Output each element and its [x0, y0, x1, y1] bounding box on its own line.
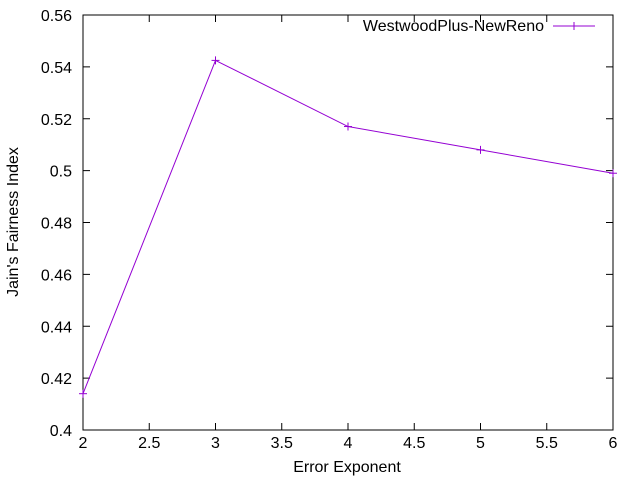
- x-tick-label: 2.5: [138, 435, 160, 452]
- data-point: [211, 56, 220, 65]
- y-axis-label: Jain's Fairness Index: [5, 147, 22, 297]
- y-tick-label: 0.52: [41, 112, 72, 129]
- x-tick-label: 2: [79, 435, 88, 452]
- y-tick-label: 0.54: [41, 60, 72, 77]
- y-tick-label: 0.44: [41, 319, 72, 336]
- series: [79, 56, 617, 398]
- legend: WestwoodPlus-NewReno: [363, 18, 595, 35]
- x-tick-label: 6: [609, 435, 618, 452]
- x-tick-label: 4: [344, 435, 353, 452]
- x-tick-label: 5: [476, 435, 485, 452]
- x-tick-label: 5.5: [536, 435, 558, 452]
- y-tick-label: 0.4: [50, 423, 72, 440]
- y-tick-label: 0.5: [50, 164, 72, 181]
- plot-frame: [82, 14, 614, 431]
- axes: [82, 14, 614, 431]
- data-point: [79, 389, 87, 398]
- x-axis-label: Error Exponent: [293, 459, 401, 476]
- series-line: [82, 59, 614, 394]
- data-point: [344, 122, 352, 131]
- x-tick-label: 3: [211, 435, 220, 452]
- data-point: [476, 145, 485, 154]
- y-tick-label: 0.48: [41, 216, 72, 233]
- y-tick-label: 0.46: [41, 267, 72, 284]
- x-tick-label: 4.5: [403, 435, 425, 452]
- y-tick-label: 0.42: [41, 371, 72, 388]
- x-tick-label: 3.5: [271, 435, 293, 452]
- ticks: 2 2.5 3 3.5 4 4.5 5 5.5 6 0.4 0.42 0.44 0.46 0.48 0.5 0…: [41, 8, 618, 452]
- y-tick-label: 0.56: [41, 8, 72, 25]
- legend-label: WestwoodPlus-NewReno: [363, 18, 544, 35]
- data-point: [609, 169, 617, 178]
